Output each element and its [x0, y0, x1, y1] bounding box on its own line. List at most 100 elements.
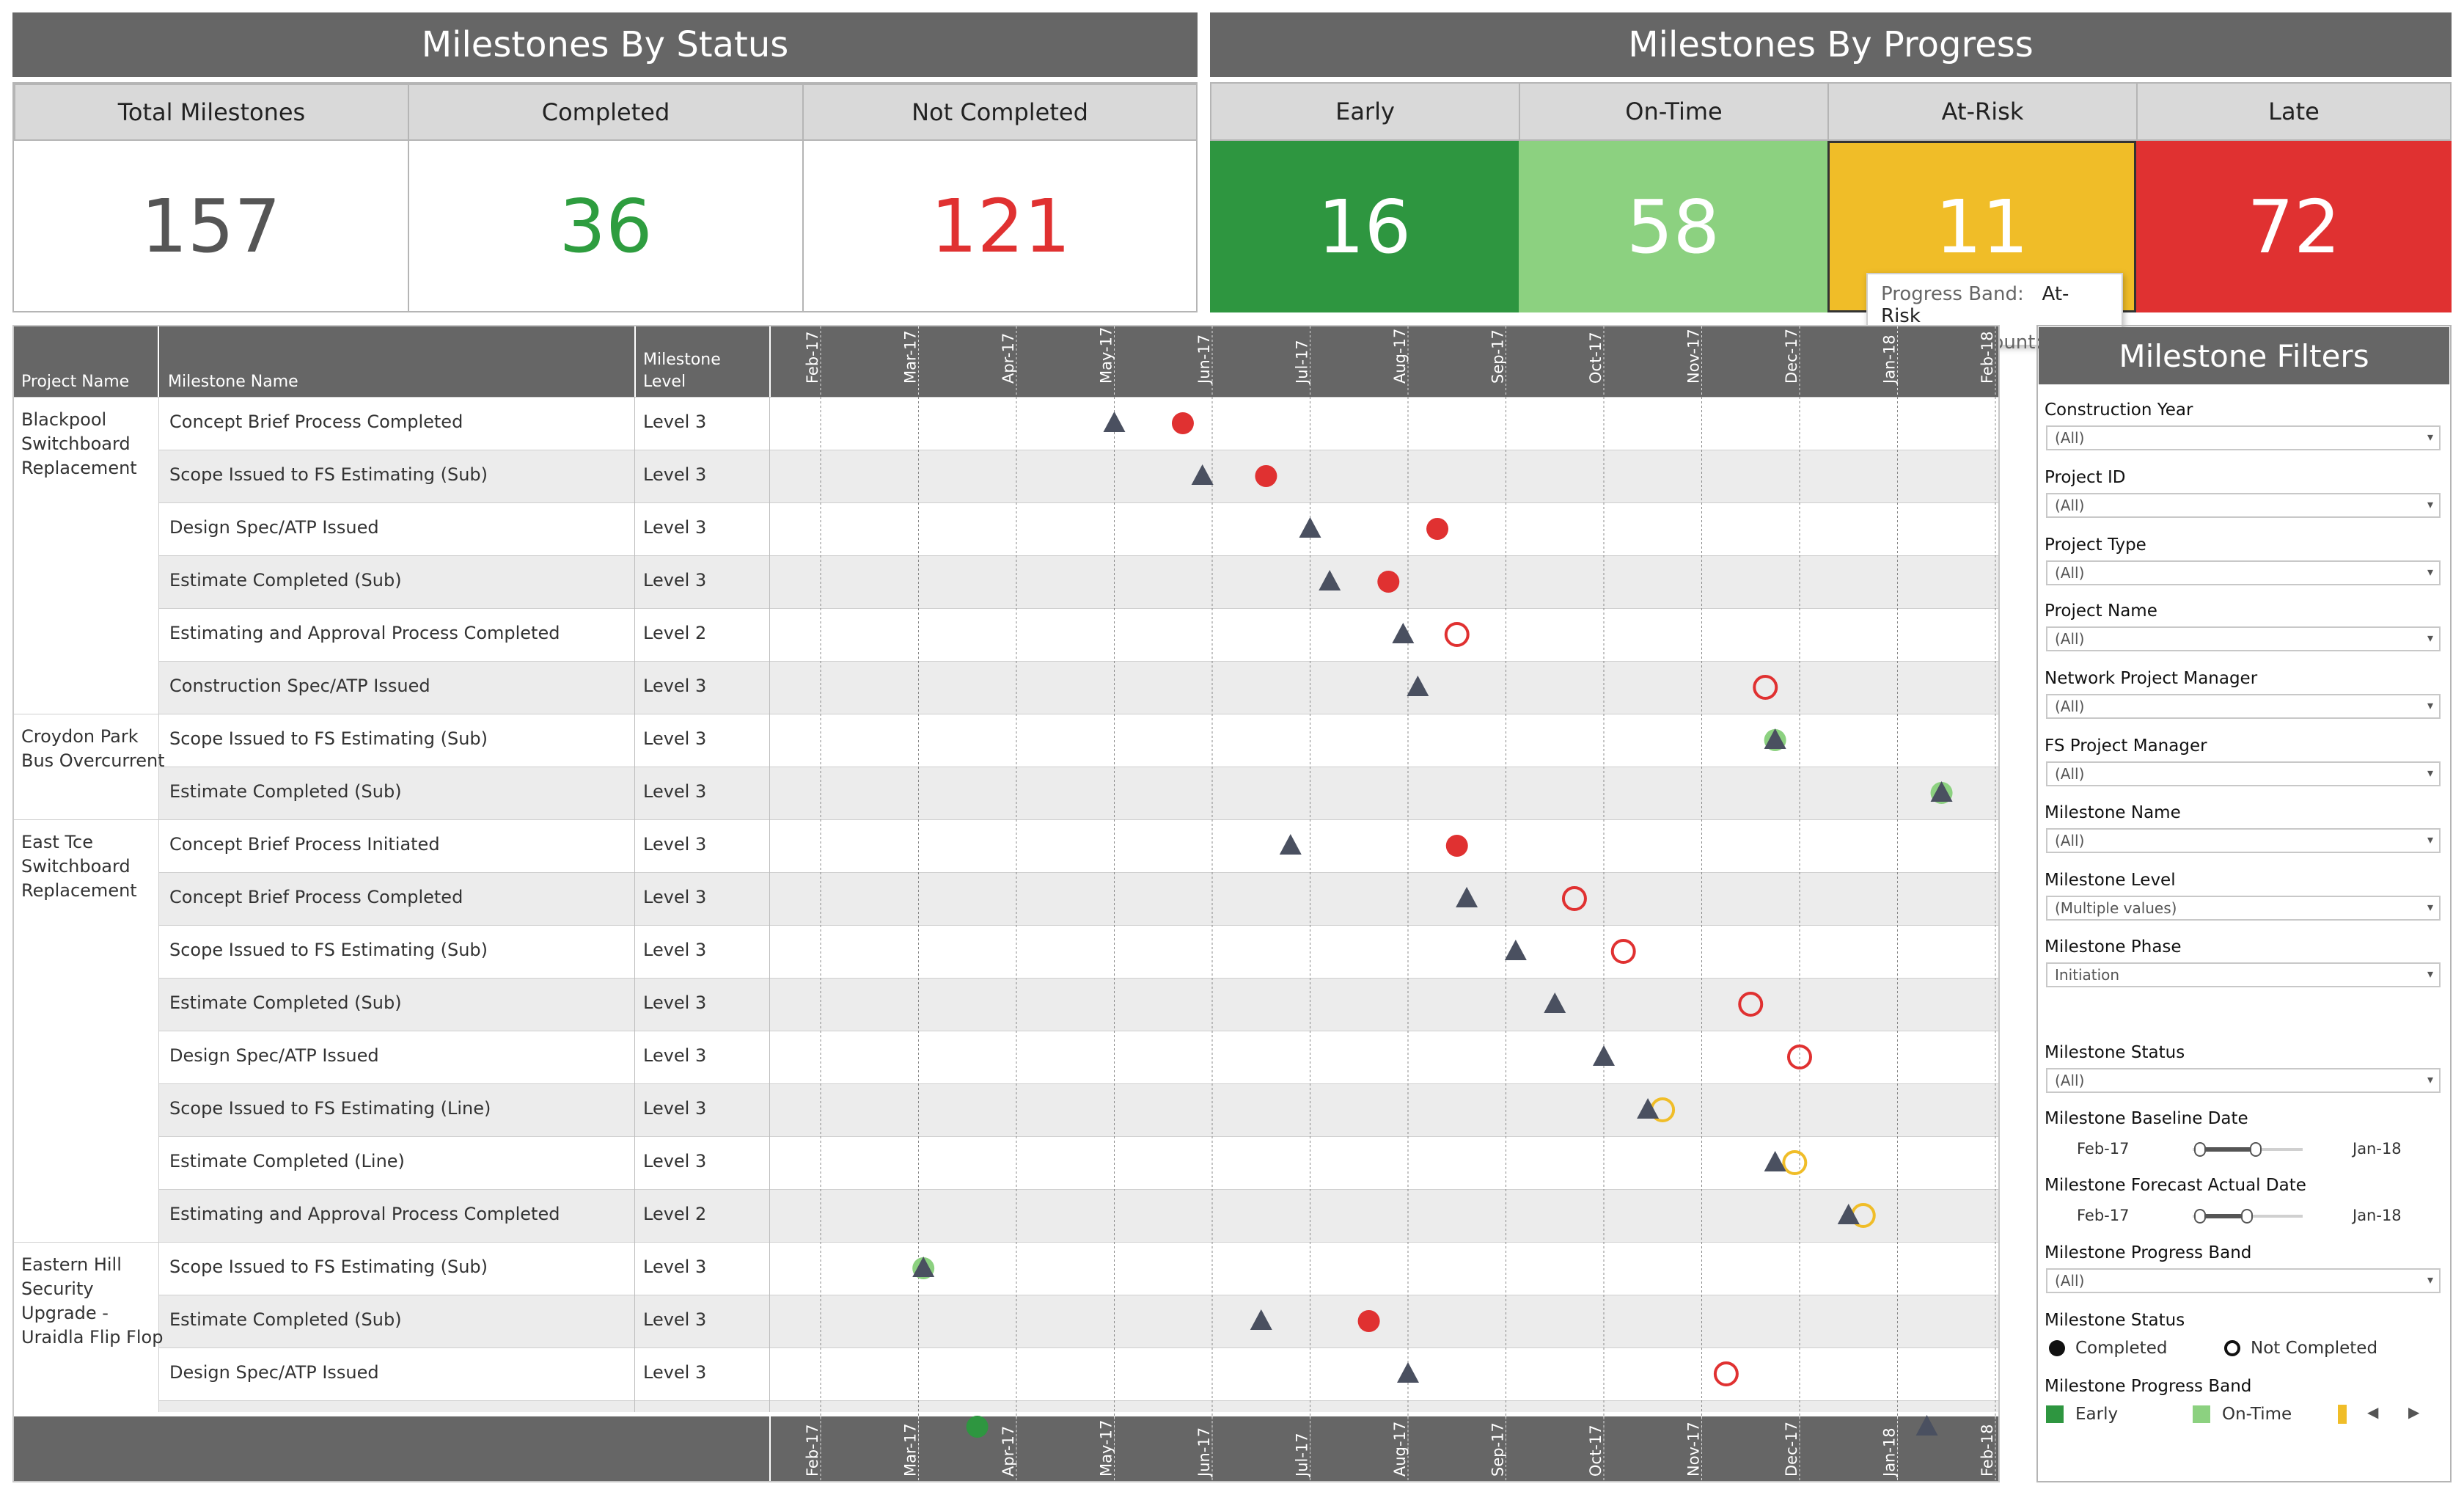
- baseline-marker[interactable]: [1544, 992, 1566, 1013]
- date-slider-handle[interactable]: [2241, 1209, 2253, 1224]
- table-row[interactable]: [159, 1083, 1998, 1136]
- table-row[interactable]: [159, 978, 1998, 1031]
- filter-dropdown[interactable]: (Multiple values) ▾: [2046, 896, 2441, 921]
- table-row[interactable]: [159, 925, 1998, 978]
- kpi-completed-header[interactable]: Completed: [408, 84, 804, 141]
- date-slider-handle[interactable]: [2250, 1142, 2262, 1157]
- project-name-cell[interactable]: Eastern Hill Security Upgrade - Uraidla Fli…: [14, 1242, 163, 1412]
- col-milestone-name[interactable]: Milestone Name: [168, 373, 298, 391]
- col-project-name[interactable]: Project Name: [21, 373, 130, 391]
- kpi-on-time-value[interactable]: 58: [1519, 141, 1827, 312]
- filter-dropdown[interactable]: (All) ▾: [2046, 828, 2441, 853]
- table-row[interactable]: [159, 450, 1998, 502]
- filter-dropdown[interactable]: Initiation ▾: [2046, 962, 2441, 987]
- forecast-marker[interactable]: [1426, 518, 1449, 540]
- kpi-early-header[interactable]: Early: [1210, 82, 1520, 141]
- baseline-marker[interactable]: [1250, 1309, 1272, 1330]
- forecast-marker[interactable]: [1738, 992, 1764, 1017]
- chevron-down-icon[interactable]: ▾: [2427, 1273, 2433, 1287]
- filter-dropdown[interactable]: (All) ▾: [2046, 694, 2441, 719]
- date-slider-handle[interactable]: [2194, 1142, 2206, 1157]
- baseline-marker[interactable]: [1593, 1045, 1615, 1066]
- kpi-at-risk-header[interactable]: At-Risk: [1827, 82, 2138, 141]
- table-row[interactable]: [159, 1347, 1998, 1400]
- kpi-total-header[interactable]: Total Milestones: [14, 84, 409, 141]
- forecast-marker[interactable]: [966, 1416, 989, 1438]
- baseline-marker[interactable]: [1191, 464, 1214, 485]
- chevron-down-icon[interactable]: ▾: [2427, 565, 2433, 579]
- kpi-early-value[interactable]: 16: [1210, 141, 1519, 312]
- chevron-down-icon[interactable]: ▾: [2427, 967, 2433, 981]
- table-row[interactable]: [159, 1295, 1998, 1347]
- table-row[interactable]: [159, 1189, 1998, 1242]
- baseline-marker[interactable]: [1915, 1415, 1938, 1436]
- baseline-marker[interactable]: [1103, 412, 1126, 432]
- table-row[interactable]: [159, 608, 1998, 661]
- baseline-marker[interactable]: [1837, 1204, 1860, 1224]
- kpi-on-time-header[interactable]: On-Time: [1519, 82, 1829, 141]
- project-name-cell[interactable]: Croydon Park Bus Overcurrent: [14, 714, 165, 819]
- forecast-marker[interactable]: [1445, 835, 1468, 857]
- baseline-marker[interactable]: [1930, 781, 1953, 802]
- chevron-down-icon[interactable]: ▾: [2427, 900, 2433, 914]
- chevron-down-icon[interactable]: ▾: [2427, 833, 2433, 846]
- chevron-down-icon[interactable]: ▾: [2427, 430, 2433, 444]
- baseline-marker[interactable]: [1504, 940, 1527, 960]
- baseline-marker[interactable]: [912, 1257, 935, 1277]
- legend-on-time[interactable]: On-Time: [2193, 1405, 2292, 1424]
- baseline-marker[interactable]: [1764, 1151, 1786, 1171]
- baseline-marker[interactable]: [1407, 676, 1429, 696]
- legend-early[interactable]: Early: [2046, 1405, 2118, 1424]
- filter-dropdown[interactable]: (All) ▾: [2046, 493, 2441, 518]
- baseline-marker[interactable]: [1456, 887, 1478, 907]
- legend-completed[interactable]: Completed: [2049, 1339, 2167, 1358]
- baseline-marker[interactable]: [1319, 570, 1341, 590]
- forecast-marker[interactable]: [1444, 622, 1470, 647]
- table-row[interactable]: [159, 872, 1998, 925]
- table-row[interactable]: [159, 819, 1998, 872]
- chevron-down-icon[interactable]: ▾: [2427, 698, 2433, 712]
- forecast-marker[interactable]: [1561, 886, 1587, 911]
- filter-dropdown[interactable]: (All) ▾: [2046, 425, 2441, 450]
- baseline-marker[interactable]: [1397, 1362, 1419, 1383]
- table-row[interactable]: [159, 1136, 1998, 1189]
- col-milestone-level-line1[interactable]: Milestone: [643, 351, 721, 369]
- baseline-marker[interactable]: [1299, 517, 1321, 538]
- col-milestone-level-line2[interactable]: Level: [643, 373, 686, 391]
- chevron-down-icon[interactable]: ▾: [2427, 766, 2433, 780]
- filter-dropdown[interactable]: (All) ▾: [2046, 761, 2441, 786]
- kpi-not-completed-value[interactable]: 121: [931, 183, 1071, 269]
- kpi-total-value[interactable]: 157: [14, 141, 409, 311]
- legend-not-completed[interactable]: Not Completed: [2224, 1339, 2377, 1358]
- forecast-marker[interactable]: [1357, 1310, 1380, 1332]
- kpi-late-value[interactable]: 72: [2136, 141, 2452, 312]
- baseline-marker[interactable]: [1637, 1098, 1660, 1119]
- table-row[interactable]: [159, 714, 1998, 767]
- chevron-down-icon[interactable]: ▾: [2427, 631, 2433, 645]
- filter-dropdown[interactable]: (All) ▾: [2046, 560, 2441, 585]
- filter-dropdown[interactable]: (All) ▾: [2046, 626, 2441, 651]
- baseline-marker[interactable]: [1392, 623, 1415, 643]
- forecast-marker[interactable]: [1610, 939, 1636, 964]
- forecast-marker[interactable]: [1713, 1361, 1739, 1386]
- kpi-late-header[interactable]: Late: [2136, 82, 2452, 141]
- chevron-down-icon[interactable]: ▾: [2427, 1072, 2433, 1086]
- table-row[interactable]: [159, 502, 1998, 555]
- table-row[interactable]: [159, 1400, 1998, 1412]
- baseline-marker[interactable]: [1279, 834, 1302, 855]
- table-row[interactable]: [159, 1031, 1998, 1083]
- forecast-marker[interactable]: [1377, 571, 1400, 593]
- table-row[interactable]: [159, 397, 1998, 450]
- baseline-marker[interactable]: [1764, 728, 1786, 749]
- kpi-completed-value[interactable]: 36: [409, 141, 804, 311]
- filter-dropdown[interactable]: (All) ▾: [2046, 1268, 2441, 1293]
- table-row[interactable]: [159, 1242, 1998, 1295]
- legend-next-icon[interactable]: ▶: [2408, 1403, 2420, 1421]
- legend-prev-icon[interactable]: ◀: [2367, 1403, 2379, 1421]
- forecast-marker[interactable]: [1255, 465, 1277, 487]
- date-slider-handle[interactable]: [2194, 1209, 2206, 1224]
- forecast-marker[interactable]: [1753, 675, 1778, 700]
- forecast-marker[interactable]: [1787, 1045, 1812, 1069]
- chevron-down-icon[interactable]: ▾: [2427, 497, 2433, 511]
- project-name-cell[interactable]: East Tce Switchboard Replacement: [14, 819, 159, 1242]
